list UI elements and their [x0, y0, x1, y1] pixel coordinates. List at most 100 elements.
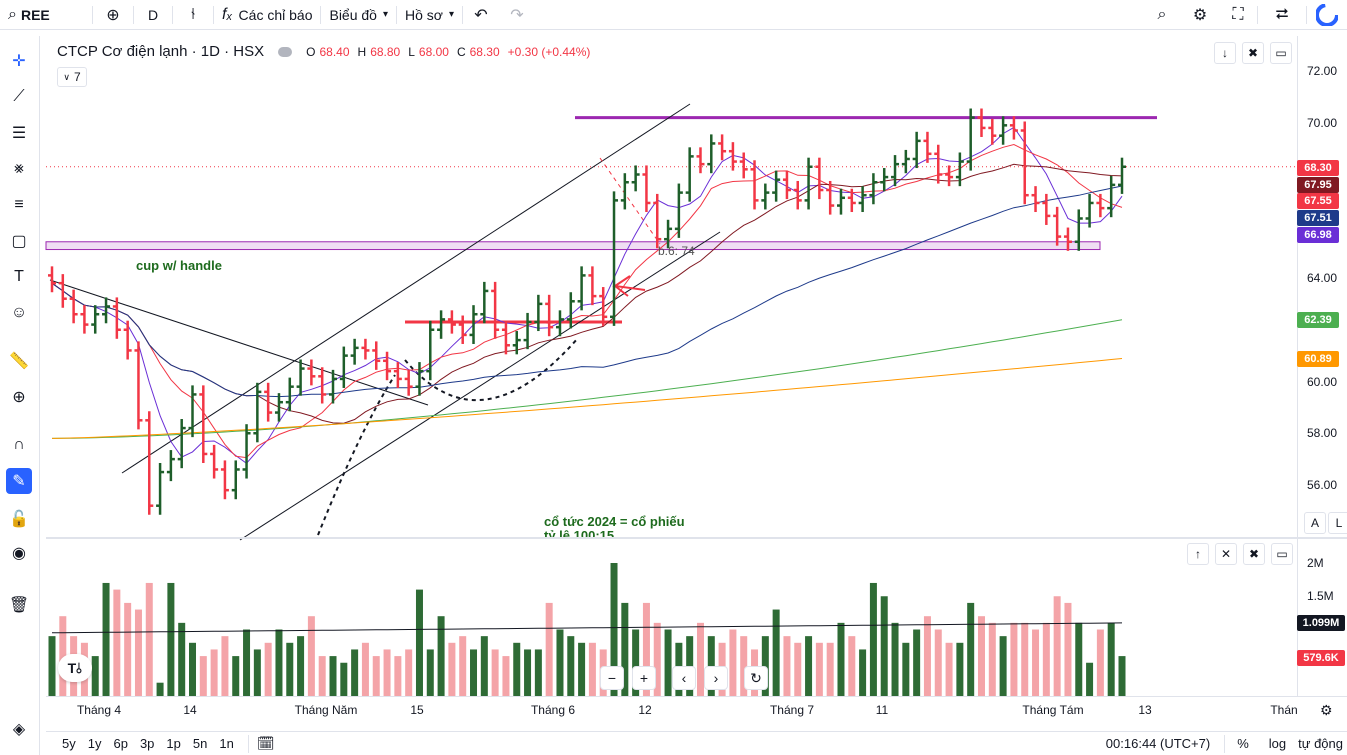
range-button[interactable]: 3p: [139, 736, 155, 751]
fullscreen-button[interactable]: ⛶: [1219, 0, 1257, 30]
ohlc-bar: [664, 219, 673, 249]
range-button[interactable]: 6p: [113, 736, 128, 751]
fib-annotation[interactable]: b.6: 74: [658, 244, 695, 258]
pattern-tool[interactable]: ⨳: [6, 156, 32, 182]
undo-icon: ↶: [474, 6, 488, 24]
ohlc-bar: [80, 305, 89, 334]
symbol-search[interactable]: ⌕ REE: [0, 0, 92, 30]
volume-bar: [232, 656, 240, 696]
cup-left-curve: [317, 374, 396, 536]
tv-logo-icon: T⫰: [67, 659, 83, 676]
plus-icon: +: [639, 670, 649, 686]
shape-tool[interactable]: ▢: [6, 228, 32, 254]
ohlc-bar: [869, 173, 878, 205]
price-tick: 72.00: [1307, 64, 1338, 78]
range-button[interactable]: 1n: [219, 736, 234, 751]
volume-bar: [891, 622, 899, 696]
market-status-dot: [278, 46, 293, 57]
magnet-tool[interactable]: ∩: [6, 432, 32, 458]
compare-button[interactable]: ⊕: [93, 0, 133, 30]
scroll-left-button[interactable]: ‹: [672, 666, 696, 690]
range-button[interactable]: 1p: [166, 736, 181, 751]
volume-bar: [805, 636, 813, 696]
ohlc-bar: [1042, 193, 1051, 225]
volume-bar: [956, 642, 964, 696]
volume-pane-settings-button[interactable]: ▭: [1271, 543, 1293, 565]
maximize-volume-pane-button[interactable]: ✖: [1243, 543, 1265, 565]
tradingview-logo[interactable]: T⫰: [58, 654, 92, 682]
timezone-settings-button[interactable]: ⚙: [1320, 702, 1333, 719]
range-button[interactable]: 5y: [62, 736, 76, 751]
redo-button[interactable]: ↷: [499, 0, 535, 30]
range-button[interactable]: 1y: [87, 736, 102, 751]
bar-style-button[interactable]: ⫮: [173, 0, 213, 30]
remove-drawings-tool[interactable]: 🗑: [6, 592, 32, 618]
zoom-in-icon: ⊕: [12, 389, 26, 406]
stay-in-drawing-mode-tool[interactable]: ✎: [6, 468, 32, 494]
ohlc-bar: [501, 320, 510, 355]
reset-chart-button[interactable]: ↻: [744, 666, 768, 690]
settings-button[interactable]: ⚙: [1181, 0, 1219, 30]
chart-menu-button[interactable]: Biểu đồ ▾: [321, 0, 396, 30]
volume-bar: [48, 636, 56, 696]
move-pane-down-button[interactable]: ↓: [1214, 42, 1236, 64]
ohlc-bar: [631, 165, 640, 192]
move-pane-up-button[interactable]: ↑: [1187, 543, 1209, 565]
pane-settings-button[interactable]: ▭: [1270, 42, 1292, 64]
lock-drawings-tool[interactable]: 🔓: [6, 506, 32, 532]
ohlc-bar: [588, 266, 597, 306]
volume-bar: [610, 563, 618, 696]
forecast-tool[interactable]: ≡: [6, 192, 32, 218]
quick-search-button[interactable]: ⌕: [1143, 0, 1181, 30]
share-button[interactable]: ⮂: [1258, 0, 1306, 30]
indicators-collapse-button[interactable]: ∨ 7: [57, 67, 87, 87]
scroll-right-button[interactable]: ›: [704, 666, 728, 690]
date-range-icon[interactable]: 🗓: [256, 735, 275, 751]
close-icon: ✕: [1220, 547, 1232, 561]
undo-button[interactable]: ↶: [463, 0, 499, 30]
fib-tool[interactable]: ☰: [6, 120, 32, 146]
object-tree-tool[interactable]: ◈: [6, 716, 32, 742]
main-pane-buttons: ↓ ✖ ▭: [1214, 42, 1292, 64]
measure-tool[interactable]: 📏: [6, 348, 32, 374]
log-toggle[interactable]: log: [1268, 736, 1287, 751]
downtrend-line: [49, 279, 429, 406]
dividend-ratio-annotation[interactable]: tỷ lệ 100:15: [544, 528, 615, 537]
zoom-in-tool[interactable]: ⊕: [6, 384, 32, 410]
zoom-out-button[interactable]: −: [600, 666, 624, 690]
dividend-annotation[interactable]: cổ tức 2024 = cổ phiếu: [544, 514, 685, 529]
ohlc-bar: [642, 165, 651, 213]
crosshair-tool[interactable]: ✛: [6, 48, 32, 74]
ohlc-bar: [447, 310, 456, 334]
volume-bar: [556, 629, 564, 696]
symbol-title[interactable]: CTCP Cơ điện lạnh · 1D · HSX: [57, 43, 265, 60]
ohlc-bar: [761, 183, 770, 210]
clock-label[interactable]: 00:16:44 (UTC+7): [1105, 736, 1211, 751]
log-scale-button[interactable]: L: [1328, 512, 1347, 534]
hide-drawings-tool[interactable]: ◉: [6, 540, 32, 566]
maximize-pane-button[interactable]: ✖: [1242, 42, 1264, 64]
indicators-button[interactable]: fₓ Các chỉ báo: [214, 0, 320, 30]
volume-ma-line: [51, 622, 1123, 634]
auto-scale-button[interactable]: A: [1304, 512, 1326, 534]
zoom-in-button[interactable]: +: [632, 666, 656, 690]
percent-toggle[interactable]: %: [1237, 736, 1249, 751]
ohlc-bar: [988, 118, 997, 145]
remove-pane-button[interactable]: ✕: [1215, 543, 1237, 565]
pane-separator[interactable]: [46, 537, 1347, 539]
profile-button[interactable]: Hồ sơ ▾: [397, 0, 462, 30]
emoji-tool[interactable]: ☺: [6, 300, 32, 326]
volume-bar: [124, 602, 132, 696]
trendline-icon: ⟋: [13, 88, 25, 105]
trendline-tool[interactable]: ⟋: [6, 84, 32, 110]
interval-button[interactable]: D: [134, 0, 172, 30]
rectangle-icon: ▢: [11, 233, 27, 250]
text-tool[interactable]: T: [6, 264, 32, 290]
volume-bar: [934, 629, 942, 696]
cup-handle-annotation[interactable]: cup w/ handle: [136, 258, 222, 273]
time-tick: 15: [410, 703, 424, 717]
auto-toggle[interactable]: tự động: [1298, 736, 1343, 751]
range-button[interactable]: 5n: [192, 736, 208, 751]
volume-bar: [567, 636, 575, 696]
